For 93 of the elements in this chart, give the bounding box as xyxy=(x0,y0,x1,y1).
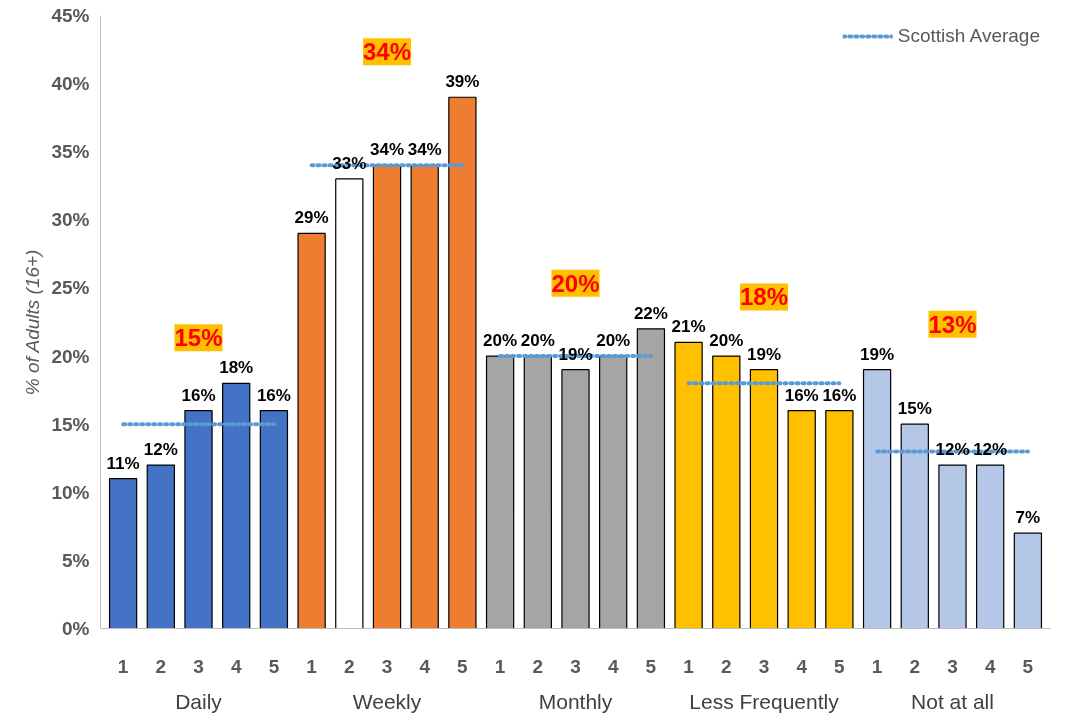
data-label: 20% xyxy=(520,331,555,351)
x-tick-label: 5 xyxy=(834,655,846,677)
data-label: 19% xyxy=(746,344,782,364)
annotation: 20% xyxy=(551,269,600,297)
y-tick-label: 20% xyxy=(51,345,90,367)
bar xyxy=(749,369,779,629)
data-label: 16% xyxy=(822,385,857,405)
bar xyxy=(297,232,326,629)
bar xyxy=(674,341,703,629)
data-label: 34% xyxy=(407,140,442,160)
x-tick-label: 1 xyxy=(494,655,506,677)
x-tick-label: 3 xyxy=(570,655,581,677)
x-tick-label: 1 xyxy=(306,655,318,677)
y-tick-label: 5% xyxy=(62,549,90,571)
bar xyxy=(1013,532,1043,629)
data-label: 19% xyxy=(860,344,895,364)
text: Not at all xyxy=(911,689,994,713)
x-tick-label: 4 xyxy=(419,655,431,677)
bar xyxy=(222,382,251,629)
bar xyxy=(976,464,1005,629)
data-label: 20% xyxy=(483,331,518,351)
data-label: 20% xyxy=(596,331,631,351)
bar xyxy=(712,355,741,629)
x-tick-label: 3 xyxy=(381,655,393,677)
bar xyxy=(146,464,175,629)
y-tick-label: 45% xyxy=(51,5,90,26)
annotation: 34% xyxy=(362,38,412,66)
x-tick-label: 3 xyxy=(758,655,770,677)
x-tick-label: 5 xyxy=(268,655,280,677)
y-tick-label: 15% xyxy=(51,413,90,435)
data-label: 21% xyxy=(671,317,706,337)
bar xyxy=(448,96,477,629)
data-label: 16% xyxy=(181,385,216,405)
y-axis-title: % of Adults (16+) xyxy=(22,249,44,396)
bar xyxy=(372,164,402,629)
data-label: 39% xyxy=(445,72,480,92)
data-label: 15% xyxy=(897,399,932,419)
data-label: 16% xyxy=(784,385,819,405)
y-tick-label: 10% xyxy=(51,481,90,503)
text: Monthly xyxy=(538,689,613,713)
bar xyxy=(636,328,666,629)
y-tick-label: 0% xyxy=(62,618,90,639)
bar xyxy=(335,178,364,629)
data-label: 34% xyxy=(370,140,405,160)
x-tick-label: 5 xyxy=(1022,655,1034,677)
annotation: 18% xyxy=(739,283,789,311)
x-tick-label: 4 xyxy=(796,655,808,677)
x-tick-label: 1 xyxy=(117,655,129,677)
x-tick-label: 3 xyxy=(947,655,958,677)
bar xyxy=(184,409,213,629)
y-tick-label: 30% xyxy=(51,209,90,231)
bar xyxy=(787,409,816,629)
bar xyxy=(825,409,854,629)
bar xyxy=(900,423,929,629)
bar xyxy=(523,355,552,629)
x-tick-label: 2 xyxy=(344,655,355,677)
data-label: 18% xyxy=(219,358,254,378)
data-label: 12% xyxy=(143,440,178,460)
x-tick-label: 5 xyxy=(457,655,469,677)
x-tick-label: 5 xyxy=(645,655,657,677)
bar xyxy=(259,409,289,629)
data-label: 11% xyxy=(106,453,140,473)
data-label: 22% xyxy=(633,303,668,323)
x-tick-label: 4 xyxy=(984,655,996,677)
text: Weekly xyxy=(352,689,422,713)
x-tick-label: 2 xyxy=(155,655,167,677)
data-label: 29% xyxy=(294,208,329,228)
y-tick-label: 40% xyxy=(51,73,90,95)
x-tick-label: 1 xyxy=(683,655,695,677)
legend-label: Scottish Average xyxy=(897,25,1040,47)
annotation: 15% xyxy=(174,324,223,352)
y-tick-label: 25% xyxy=(51,277,90,299)
bar xyxy=(561,369,590,629)
x-tick-label: 4 xyxy=(607,655,619,677)
bar xyxy=(410,164,439,629)
bar xyxy=(485,355,515,629)
x-tick-label: 2 xyxy=(532,655,544,677)
y-tick-label: 35% xyxy=(51,141,90,163)
x-tick-label: 2 xyxy=(721,655,732,677)
x-tick-label: 4 xyxy=(230,655,242,677)
bar xyxy=(862,369,892,629)
x-tick-label: 3 xyxy=(193,655,204,677)
data-label: 20% xyxy=(709,331,744,351)
bar xyxy=(938,464,967,629)
x-tick-label: 1 xyxy=(871,655,883,677)
text: Daily xyxy=(175,689,223,713)
data-label: 7% xyxy=(1015,508,1041,528)
text: Less Frequently xyxy=(689,689,840,713)
data-label: 16% xyxy=(256,385,291,405)
bar xyxy=(599,355,628,629)
bar xyxy=(108,478,138,629)
x-tick-label: 2 xyxy=(909,655,921,677)
annotation: 13% xyxy=(928,310,977,338)
